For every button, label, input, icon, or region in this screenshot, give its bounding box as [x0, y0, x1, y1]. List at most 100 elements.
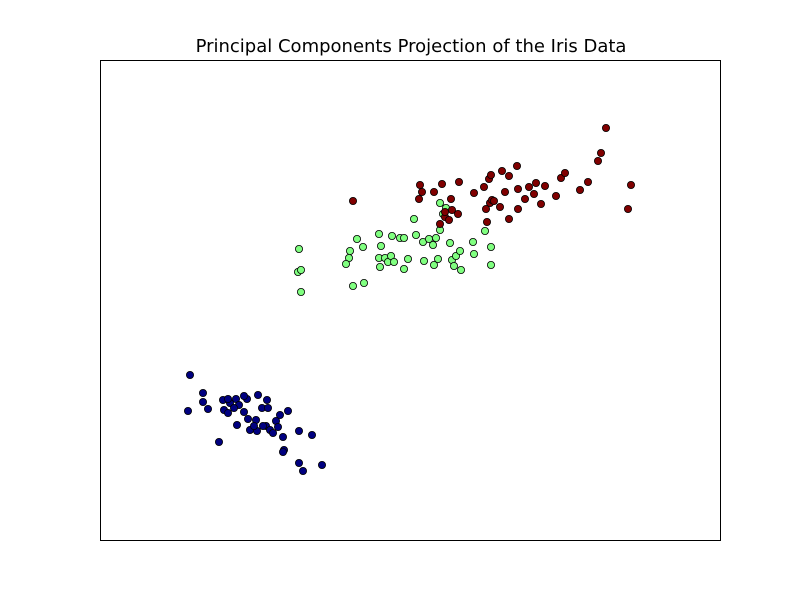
scatter-point	[486, 260, 495, 269]
scatter-point	[203, 404, 212, 413]
scatter-point	[602, 124, 611, 133]
scatter-point	[445, 238, 454, 247]
scatter-point	[275, 410, 284, 419]
scatter-point	[359, 278, 368, 287]
scatter-point	[594, 156, 603, 165]
scatter-point	[283, 406, 292, 415]
scatter-point	[455, 246, 464, 255]
scatter-point	[532, 178, 541, 187]
scatter-point	[447, 205, 456, 214]
scatter-point	[428, 240, 437, 249]
scatter-point	[253, 390, 262, 399]
scatter-point	[453, 209, 462, 218]
scatter-point	[489, 196, 498, 205]
scatter-point	[376, 241, 385, 250]
scatter-point	[552, 191, 561, 200]
scatter-point	[348, 281, 357, 290]
scatter-point	[399, 233, 408, 242]
scatter-point	[435, 219, 444, 228]
scatter-point	[263, 403, 272, 412]
scatter-point	[497, 166, 506, 175]
scatter-point	[294, 458, 303, 467]
scatter-point	[521, 194, 530, 203]
scatter-point	[435, 198, 444, 207]
scatter-point	[296, 287, 305, 296]
scatter-point	[375, 262, 384, 271]
scatter-point	[481, 204, 490, 213]
scatter-point	[537, 199, 546, 208]
scatter-point	[298, 466, 307, 475]
scatter-point	[504, 214, 513, 223]
scatter-point	[597, 148, 606, 157]
scatter-point	[278, 447, 287, 456]
scatter-point	[403, 254, 412, 263]
scatter-point	[624, 204, 633, 213]
scatter-point	[468, 237, 477, 246]
scatter-point	[317, 460, 326, 469]
scatter-point	[415, 180, 424, 189]
scatter-point	[431, 233, 440, 242]
scatter-point	[185, 370, 194, 379]
scatter-point	[239, 391, 248, 400]
scatter-point	[479, 182, 488, 191]
scatter-point	[273, 422, 282, 431]
scatter-point	[504, 171, 513, 180]
scatter-point	[239, 407, 248, 416]
scatter-point	[514, 204, 523, 213]
scatter-point	[348, 196, 357, 205]
scatter-point	[389, 257, 398, 266]
scatter-point	[429, 187, 438, 196]
scatter-point	[294, 244, 303, 253]
scatter-point	[530, 189, 539, 198]
scatter-point	[525, 182, 534, 191]
scatter-point	[198, 388, 207, 397]
scatter-point	[456, 265, 465, 274]
scatter-point	[307, 430, 316, 439]
scatter-point	[262, 395, 271, 404]
scatter-point	[440, 207, 449, 216]
scatter-point	[500, 187, 509, 196]
scatter-point	[513, 161, 522, 170]
scatter-point	[229, 403, 238, 412]
scatter-point	[576, 185, 585, 194]
scatter-point	[358, 242, 367, 251]
scatter-point	[414, 194, 423, 203]
scatter-point	[469, 249, 478, 258]
scatter-point	[341, 259, 350, 268]
scatter-point	[268, 428, 277, 437]
scatter-point	[584, 177, 593, 186]
scatter-point	[345, 246, 354, 255]
scatter-point	[223, 408, 232, 417]
scatter-point	[399, 264, 408, 273]
scatter-point	[454, 177, 463, 186]
scatter-point	[232, 420, 241, 429]
scatter-point	[411, 230, 420, 239]
scatter-point	[278, 432, 287, 441]
scatter-point	[486, 242, 495, 251]
scatter-point	[243, 414, 252, 423]
scatter-point	[449, 261, 458, 270]
scatter-point	[514, 184, 523, 193]
scatter-point	[433, 254, 442, 263]
scatter-point	[486, 170, 495, 179]
scatter-point	[495, 202, 504, 211]
scatter-point	[417, 187, 426, 196]
scatter-point	[444, 215, 453, 224]
scatter-point	[480, 226, 489, 235]
scatter-point	[296, 265, 305, 274]
scatter-point	[437, 179, 446, 188]
scatter-point	[198, 397, 207, 406]
scatter-point	[223, 394, 232, 403]
scatter-point	[258, 421, 267, 430]
scatter-point	[561, 168, 570, 177]
plot-frame	[100, 60, 721, 541]
scatter-point	[214, 437, 223, 446]
scatter-point	[183, 406, 192, 415]
plot-marks	[183, 124, 636, 475]
scatter-point	[429, 260, 438, 269]
scatter-point	[541, 181, 550, 190]
scatter-point	[409, 214, 418, 223]
